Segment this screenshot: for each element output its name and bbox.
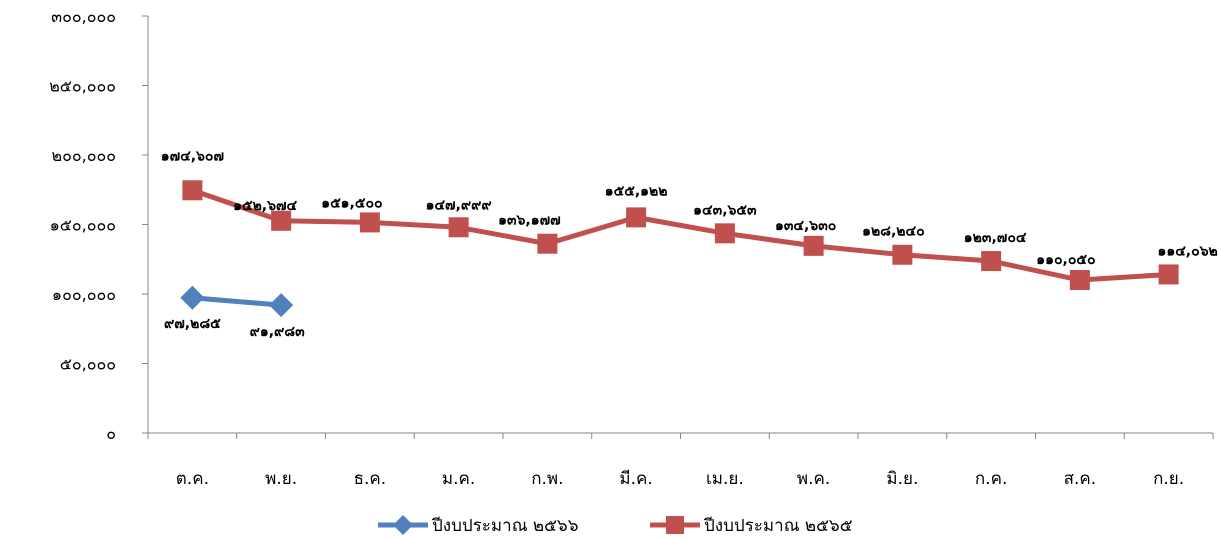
data-point-marker [271,210,292,231]
series-line [191,187,1169,283]
data-point-marker [666,516,684,534]
data-point-marker [537,233,558,254]
data-label: ๑๗๔,๖๐๗ [161,148,224,164]
legend-label: ปีงบประมาณ ๒๕๖๕ [703,516,853,536]
series-layer [180,180,1179,318]
data-label: ๑๔๓,๖๕๓ [693,202,757,218]
x-tick-label: พ.ย. [265,469,297,489]
data-label: ๑๑๐,๐๕๐ [1036,252,1095,268]
data-label: ๙๗,๒๘๕ [164,316,221,332]
data-label: ๑๑๔,๐๖๒ [1157,243,1217,259]
x-tick-label: ธ.ค. [354,469,387,489]
x-tick-label: ต.ค. [176,469,209,489]
data-point-marker [269,293,294,318]
data-label: ๑๒๘,๒๔๐ [862,224,925,240]
y-tick-label: ๑๕๐,๐๐๐ [50,216,116,235]
legend-label: ปีงบประมาณ ๒๕๖๖ [431,516,578,536]
legend-item-1: ปีงบประมาณ ๒๕๖๖ [378,515,579,536]
x-tick-label: ม.ค. [442,469,475,489]
data-label: ๙๑,๙๘๓ [250,324,306,340]
data-point-marker [892,244,913,265]
data-point-marker [803,235,824,256]
data-label: ๑๕๑,๕๐๐ [321,195,382,211]
y-tick-label: ๒๐๐,๐๐๐ [52,146,116,165]
legend-item-2: ปีงบประมาณ ๒๕๖๕ [650,516,853,536]
x-tick-label: มิ.ย. [886,469,918,489]
series-line [192,295,282,308]
data-point-marker [626,207,647,228]
x-tick-label: มี.ค. [619,469,652,489]
data-point-marker [182,180,203,201]
data-point-marker [180,285,205,310]
data-label: ๑๕๕,๑๒๒ [605,183,668,199]
data-label: ๑๓๔,๖๓๐ [775,218,836,234]
data-point-marker [393,515,413,535]
x-tick-label: ก.ค. [975,469,1007,489]
y-tick-label: ๐ [106,424,116,443]
x-tick-label: ส.ค. [1064,469,1097,489]
y-tick-label: ๑๐๐,๐๐๐ [52,285,116,304]
data-point-marker [1069,270,1090,291]
data-label: ๑๓๖,๑๗๗ [498,213,561,229]
data-point-marker [714,223,735,244]
data-label: ๑๒๓,๗๐๔ [964,230,1027,246]
y-tick-label: ๒๕๐,๐๐๐ [49,77,116,96]
x-tick-label: ก.พ. [531,469,563,489]
x-tick-label: เม.ย. [706,469,744,489]
data-label: ๑๕๒,๖๗๔ [233,198,297,214]
series-1 [180,285,294,318]
data-point-marker [448,217,469,238]
data-point-marker [981,251,1002,272]
data-label: ๑๔๗,๙๙๙ [426,197,492,213]
y-tick-label: ๕๐,๐๐๐ [60,355,116,374]
legend: ปีงบประมาณ ๒๕๖๖ ปีงบประมาณ ๒๕๖๕ [378,515,853,536]
y-tick-label: ๓๐๐,๐๐๐ [51,7,116,26]
x-tick-label: ก.ย. [1153,469,1184,489]
series-2 [182,180,1179,291]
data-point-marker [1158,264,1179,285]
data-point-marker [359,212,380,233]
chart-axes: ๐ ๕๐,๐๐๐ ๑๐๐,๐๐๐ ๑๕๐,๐๐๐ ๒๐๐,๐๐๐ ๒๕๐,๐๐๐ ๓๐๐,๐… [49,7,1214,489]
x-tick-label: พ.ค. [797,469,830,489]
